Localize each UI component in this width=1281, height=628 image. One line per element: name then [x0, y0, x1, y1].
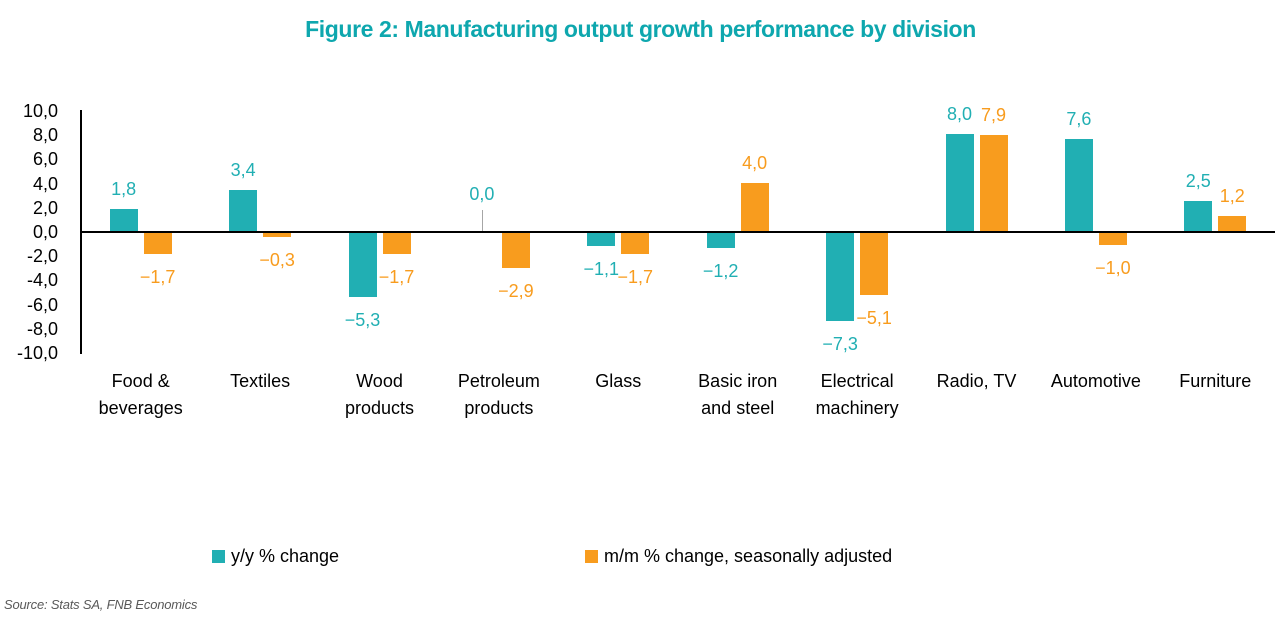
bar-yy	[229, 189, 258, 231]
y-axis-tick-label: 8,0	[32, 125, 58, 146]
bar-value-label: −1,1	[583, 259, 620, 280]
y-axis-tick-label: 0,0	[32, 222, 58, 242]
y-axis-tick-label: -10,0	[16, 343, 58, 363]
bar-value-label: −1,7	[378, 266, 415, 287]
bar-yy	[109, 209, 138, 231]
bar-chart-plot-area: 10,0 8,0 6,0 4,0 2,0 0,0 -2,0 -4,0 -6,0 -8,0 -10,0…	[16, 101, 1275, 418]
bar-value-label: 2,5	[1185, 170, 1211, 191]
y-axis-tick-label: -8,0	[26, 318, 58, 339]
legend-swatch-teal	[212, 550, 225, 563]
zero-axis-line	[80, 231, 1275, 233]
bar-yy	[826, 231, 855, 322]
legend-label-yy-change: y/y % change	[231, 546, 340, 566]
legend-label-mm-change: m/m % change, seasonally adjusted	[604, 546, 893, 566]
bar-value-label: 1,8	[111, 179, 137, 200]
y-axis-tick-label: -4,0	[26, 270, 58, 291]
bar-value-label: −0,3	[259, 249, 295, 270]
bar-value-label: −2,9	[498, 281, 534, 302]
bar-value-label: −7,3	[822, 334, 858, 355]
bar-yy	[945, 134, 974, 231]
category-label: Food & beverages	[98, 371, 183, 418]
bar-mm	[263, 231, 292, 237]
bar-mm	[1098, 231, 1127, 246]
bar-mm	[621, 231, 650, 254]
bar-mm	[501, 231, 530, 269]
category-label: Automotive	[1050, 371, 1141, 391]
bar-mm	[143, 231, 172, 254]
bar-value-label: −5,3	[344, 310, 381, 331]
bar-value-label: 4,0	[742, 152, 768, 173]
bar-value-label: −5,1	[856, 307, 892, 328]
bar-value-label: −1,7	[617, 266, 654, 287]
bar-mm	[382, 231, 411, 254]
legend-item-yy-change: y/y % change	[212, 546, 339, 567]
bar-mm	[979, 135, 1008, 231]
category-label: Glass	[595, 371, 642, 391]
category-label: Petroleum products	[457, 371, 540, 418]
y-axis-tick-label: -6,0	[26, 294, 58, 315]
zero-value-leader-line	[481, 210, 483, 231]
category-label: Radio, TV	[936, 371, 1017, 391]
figure-title: Figure 2: Manufacturing output growth pe…	[305, 16, 976, 42]
source-note: Source: Stats SA, FNB Economics	[4, 597, 198, 612]
bar-yy	[348, 231, 377, 298]
y-axis-tick-label: 10,0	[22, 101, 58, 121]
bar-value-label: 3,4	[230, 159, 256, 180]
bar-value-label: −1,7	[139, 266, 176, 287]
bar-value-label: 8,0	[946, 104, 973, 125]
bar-value-label: 7,6	[1066, 109, 1092, 130]
bar-mm	[860, 231, 889, 295]
bar-value-label: −1,2	[702, 260, 739, 281]
y-axis-tick-label: -2,0	[26, 246, 58, 267]
bar-yy	[1064, 139, 1093, 231]
category-label: Furniture	[1179, 371, 1252, 391]
category-label: Textiles	[230, 371, 291, 391]
y-axis-tick-label: 2,0	[32, 197, 58, 218]
y-axis-tick-label: 6,0	[32, 149, 58, 170]
legend-swatch-orange	[585, 550, 598, 563]
bar-yy	[706, 231, 735, 248]
category-label: Wood products	[344, 371, 415, 418]
bar-value-label: 0,0	[469, 184, 495, 204]
legend-item-mm-change: m/m % change, seasonally adjusted	[585, 546, 892, 567]
bar-value-label: 7,9	[980, 105, 1007, 126]
bar-yy	[587, 231, 616, 247]
y-axis-tick-label: 4,0	[32, 173, 58, 194]
category-label: Electrical machinery	[815, 371, 899, 418]
category-label: Basic iron and steel	[698, 371, 778, 418]
bar-mm	[740, 182, 769, 231]
bar-mm	[1218, 216, 1247, 231]
bar-yy	[1184, 200, 1213, 231]
bar-value-label: −1,0	[1095, 258, 1131, 279]
bar-value-label: 1,2	[1219, 186, 1245, 207]
